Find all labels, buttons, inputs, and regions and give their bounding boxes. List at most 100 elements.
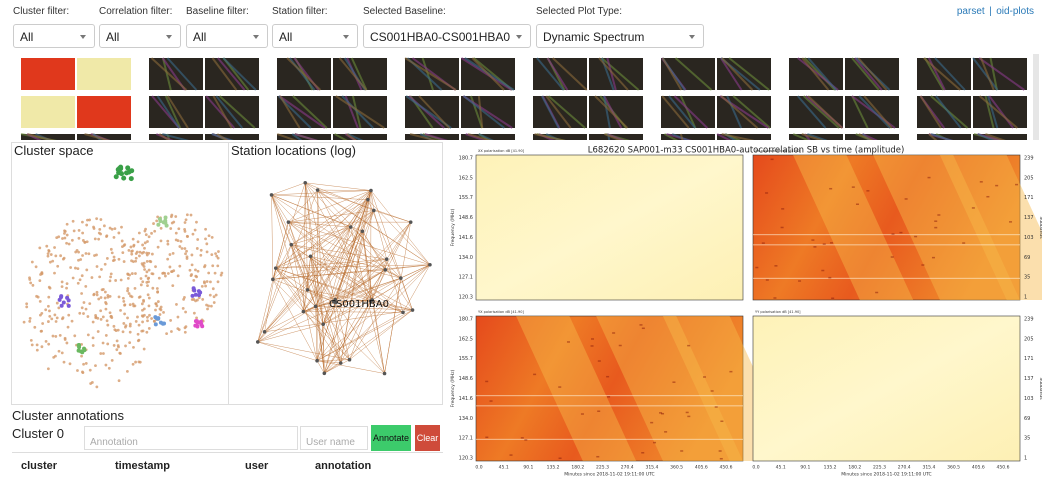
cluster-point (47, 252, 50, 255)
y-tick-label: 127.1 (459, 275, 473, 281)
filter-select[interactable]: CS001HBA0-CS001HBA0 (363, 24, 531, 48)
cluster-point (183, 296, 186, 299)
thumbnail[interactable] (21, 96, 75, 128)
cluster-point (148, 297, 151, 300)
cluster-point (143, 247, 146, 250)
cluster-point (126, 287, 129, 290)
cluster-point (87, 334, 90, 337)
thumbnail[interactable] (917, 58, 971, 90)
cluster-point (74, 267, 77, 270)
thumbnail[interactable] (77, 58, 131, 90)
cluster-point (47, 343, 50, 346)
cluster-point (190, 273, 193, 276)
heatmap-speck (755, 267, 758, 269)
cluster-point (154, 309, 157, 312)
heatmap-speck (829, 188, 832, 190)
cluster-point (77, 267, 80, 270)
cluster-point (212, 287, 215, 290)
station-node (323, 371, 327, 375)
cluster-point (114, 174, 119, 179)
cluster-point (39, 300, 42, 303)
cluster-point (49, 261, 52, 264)
annotate-button[interactable]: Annotate (371, 425, 411, 451)
user-input[interactable]: User name (300, 426, 368, 450)
cluster-point (169, 266, 172, 269)
cluster-point (102, 315, 105, 318)
cluster-point (84, 285, 87, 288)
cluster-point (185, 325, 188, 328)
filter-select[interactable]: All (272, 24, 358, 48)
cluster-point (113, 256, 116, 259)
clear-button[interactable]: Clear (415, 425, 440, 451)
panel-title: Cluster space (14, 143, 93, 158)
cluster-point (154, 322, 158, 326)
cluster-point (177, 227, 180, 230)
cluster-point (63, 229, 66, 232)
cluster-point (211, 264, 214, 267)
cluster-point (134, 361, 137, 364)
cluster-point (71, 320, 74, 323)
station-node (271, 278, 275, 282)
y2-tick-label: 239 (1024, 317, 1034, 323)
heatmap-speck (485, 437, 488, 439)
thumbnail-strip (13, 54, 1042, 140)
heatmap-speck (932, 257, 935, 259)
thumbnail[interactable] (77, 96, 131, 128)
heatmap-speck (765, 192, 768, 194)
cluster-point (149, 260, 152, 263)
filter-select[interactable]: All (13, 24, 95, 48)
cluster-point (82, 363, 85, 366)
cluster-point (102, 352, 105, 355)
cluster-point (181, 247, 184, 250)
cluster-point (156, 287, 159, 290)
cluster-point (25, 305, 28, 308)
filter-select[interactable]: All (99, 24, 181, 48)
heatmap-speck (1009, 221, 1012, 223)
heatmap-speck (607, 396, 610, 398)
cluster-point (41, 322, 44, 325)
cluster-point (109, 275, 112, 278)
cluster-point (63, 237, 66, 240)
panel-title: Station locations (log) (231, 143, 356, 158)
cluster-point (79, 349, 83, 353)
cluster-point (126, 317, 129, 320)
annotation-input[interactable]: Annotation (84, 426, 298, 450)
cluster-point (113, 236, 116, 239)
cluster-point (206, 280, 209, 283)
parset-link[interactable]: parset (957, 6, 985, 17)
cluster-point (213, 301, 216, 304)
filter-select[interactable]: Dynamic Spectrum (536, 24, 704, 48)
cluster-point (53, 246, 56, 249)
thumbnail[interactable] (589, 58, 643, 90)
heatmap-speck (687, 416, 690, 418)
station-link (324, 300, 372, 373)
thumbnail[interactable] (589, 96, 643, 128)
cluster-point (126, 370, 129, 373)
cluster-point (81, 221, 84, 224)
cluster-point (73, 229, 76, 232)
cluster-point (199, 322, 203, 326)
cluster-point (114, 279, 117, 282)
heatmap (476, 155, 743, 300)
heatmap-speck (811, 239, 814, 241)
cluster-point (57, 306, 60, 309)
oid-plots-link[interactable]: oid-plots (996, 6, 1034, 17)
cluster-point (135, 320, 138, 323)
x-tick-label: 45.1 (499, 465, 509, 471)
cluster-point (61, 351, 64, 354)
cluster-point (45, 245, 48, 248)
link-separator: | (989, 6, 992, 17)
placeholder: Annotation (90, 437, 138, 448)
cluster-point (68, 243, 71, 246)
thumbnail[interactable] (21, 58, 75, 90)
filter-select[interactable]: All (186, 24, 268, 48)
station-node (270, 193, 274, 197)
cluster-point (97, 238, 100, 241)
cluster-point (92, 336, 95, 339)
cluster-point (132, 238, 135, 241)
cluster-point (56, 302, 59, 305)
heatmap-speck (703, 376, 706, 378)
heatmap-speck (921, 264, 924, 266)
cluster-point (160, 227, 163, 230)
x-tick-label: 0.0 (752, 465, 759, 471)
